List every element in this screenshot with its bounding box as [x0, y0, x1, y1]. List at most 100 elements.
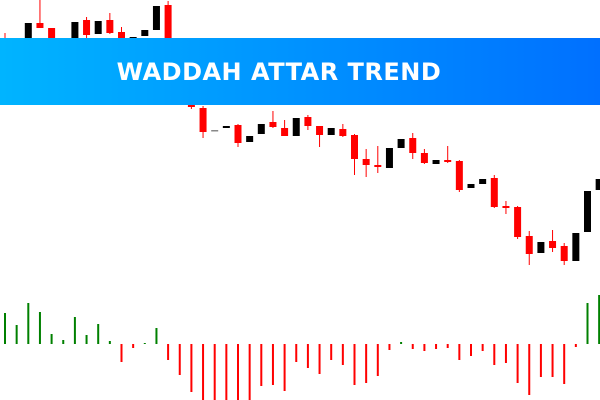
candle	[537, 242, 545, 253]
candle	[432, 160, 440, 164]
histogram-bar	[248, 344, 251, 400]
histogram-bar	[388, 344, 391, 350]
histogram-bar	[458, 344, 461, 360]
histogram-bar	[97, 324, 100, 344]
banner-title: WADDAH ATTAR TREND	[116, 57, 442, 86]
histogram-bar	[15, 325, 18, 344]
candle-body	[83, 20, 91, 35]
histogram-bar	[435, 344, 438, 349]
candle	[234, 124, 242, 147]
candle-body	[409, 138, 417, 153]
candlestick-series	[1, 0, 600, 265]
candle	[222, 126, 230, 128]
candle-body	[432, 160, 440, 164]
histogram-bar	[132, 344, 135, 348]
histogram-bar	[27, 303, 30, 344]
histogram-bar	[38, 312, 41, 344]
histogram-bar	[539, 344, 542, 377]
trend-histogram	[4, 295, 600, 400]
histogram-bar	[202, 344, 205, 400]
candle-body	[525, 236, 533, 254]
candle	[374, 146, 382, 173]
candle-body	[141, 30, 149, 36]
candle	[490, 175, 498, 208]
candle	[572, 233, 580, 261]
candle-body	[152, 6, 160, 30]
candle	[549, 230, 557, 252]
candle	[152, 6, 160, 30]
histogram-bar	[365, 344, 368, 383]
candle-body	[71, 22, 79, 45]
candle	[409, 133, 417, 159]
candle-body	[269, 122, 277, 127]
histogram-bar	[295, 344, 298, 362]
candle	[479, 179, 487, 184]
histogram-bar	[260, 344, 263, 386]
candle-body	[246, 136, 254, 142]
candle	[467, 184, 475, 188]
candle	[362, 149, 370, 177]
histogram-bar	[353, 344, 356, 385]
candle-body	[455, 161, 463, 190]
candle	[94, 21, 102, 34]
candle	[83, 17, 91, 38]
histogram-bar	[271, 344, 274, 385]
candle-body	[374, 165, 382, 167]
histogram-bar	[62, 340, 65, 344]
candle-body	[560, 246, 568, 261]
histogram-bar	[493, 344, 496, 365]
histogram-bar	[586, 303, 589, 344]
histogram-bar	[178, 344, 181, 375]
candle	[560, 243, 568, 265]
candle	[420, 149, 428, 164]
candle-body	[444, 160, 452, 162]
candle-body	[257, 124, 265, 134]
candle	[269, 111, 277, 128]
candle	[316, 126, 324, 147]
candle-body	[490, 178, 498, 207]
histogram-bar	[330, 344, 333, 360]
candle	[36, 0, 44, 28]
histogram-bar	[528, 344, 531, 395]
candle	[584, 191, 591, 232]
candle-body	[467, 184, 475, 188]
candle-body	[572, 233, 580, 261]
candle-body	[537, 242, 545, 253]
histogram-bar	[470, 344, 472, 356]
candle-body	[339, 129, 347, 136]
histogram-bar	[225, 344, 228, 400]
candle-body	[479, 179, 487, 184]
candle	[502, 201, 510, 214]
candle-body	[362, 159, 370, 165]
candle	[246, 136, 254, 142]
candle-body	[164, 5, 172, 60]
candle	[444, 146, 452, 163]
candle	[141, 30, 149, 36]
candle	[385, 148, 393, 168]
candle	[595, 179, 600, 190]
candle-body	[351, 135, 358, 159]
histogram-bar	[400, 342, 403, 344]
candle-body	[199, 108, 207, 132]
candle-body	[595, 179, 600, 190]
candle	[455, 160, 463, 192]
candle-body	[549, 241, 557, 248]
candle-body	[106, 20, 114, 33]
candle	[514, 206, 522, 239]
candle-body	[397, 139, 405, 148]
candle-body	[292, 118, 300, 136]
histogram-bar	[481, 344, 484, 351]
histogram-bar	[551, 344, 554, 377]
candle	[525, 231, 533, 265]
candle-body	[514, 207, 522, 237]
histogram-bar	[4, 313, 6, 344]
candle-body	[385, 148, 393, 168]
histogram-bar	[446, 344, 449, 348]
candle-body	[420, 153, 428, 163]
candle	[281, 120, 289, 136]
histogram-bar	[574, 344, 577, 347]
candle-body	[94, 21, 102, 34]
candle	[339, 124, 347, 137]
